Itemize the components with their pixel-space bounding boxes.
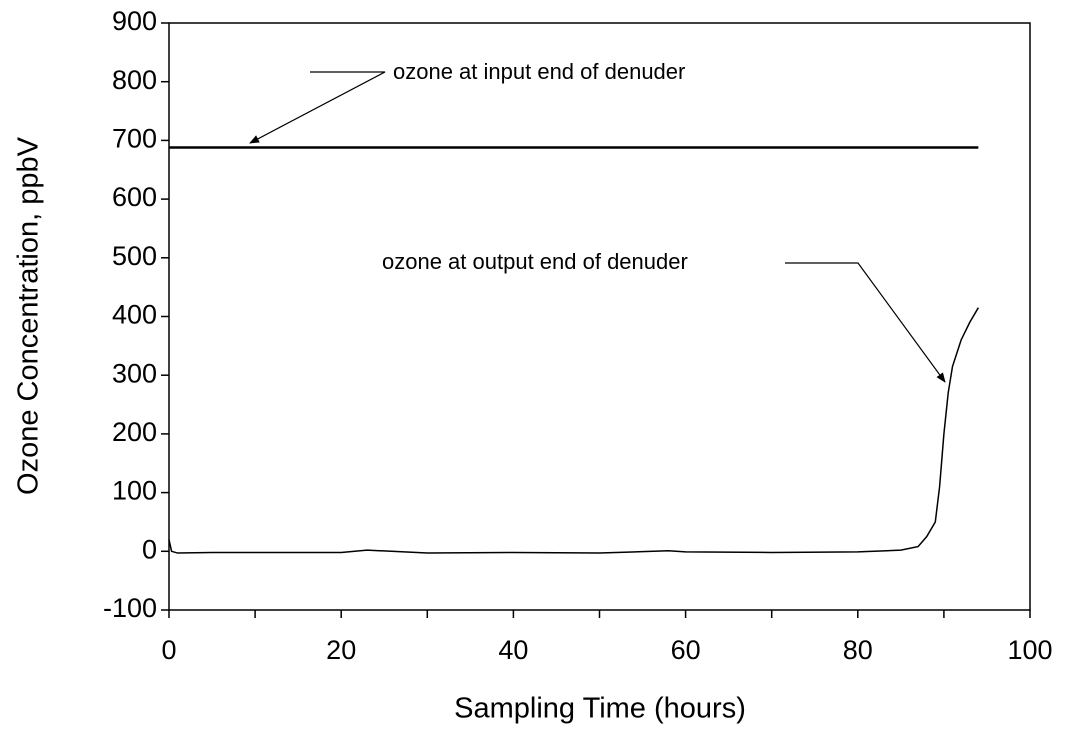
annotation: ozone at output end of denuder — [382, 249, 688, 274]
y-tick-label: 900 — [112, 6, 157, 36]
x-tick-label: 100 — [1007, 635, 1052, 665]
y-tick-label: -100 — [103, 593, 157, 623]
y-tick-label: 700 — [112, 124, 157, 154]
x-tick-label: 20 — [326, 635, 356, 665]
x-tick-label: 0 — [161, 635, 176, 665]
y-tick-label: 600 — [112, 182, 157, 212]
y-tick-label: 200 — [112, 417, 157, 447]
x-tick-label: 40 — [498, 635, 528, 665]
annotation: ozone at input end of denuder — [393, 59, 685, 84]
y-tick-label: 100 — [112, 476, 157, 506]
annotation-arrow — [249, 71, 386, 144]
y-tick-label: 500 — [112, 241, 157, 271]
y-tick-label: 300 — [112, 358, 157, 388]
y-tick-label: 800 — [112, 65, 157, 95]
plot-frame — [168, 22, 1031, 611]
x-axis-title: Sampling Time (hours) — [454, 693, 746, 725]
annotation-arrow — [785, 262, 946, 383]
y-tick-label: 400 — [112, 300, 157, 330]
y-tick-label: 0 — [142, 534, 157, 564]
x-tick-label: 80 — [843, 635, 873, 665]
y-axis-title: Ozone Concentration, ppbV — [13, 136, 45, 495]
data-line — [168, 307, 979, 554]
x-tick-label: 60 — [671, 635, 701, 665]
